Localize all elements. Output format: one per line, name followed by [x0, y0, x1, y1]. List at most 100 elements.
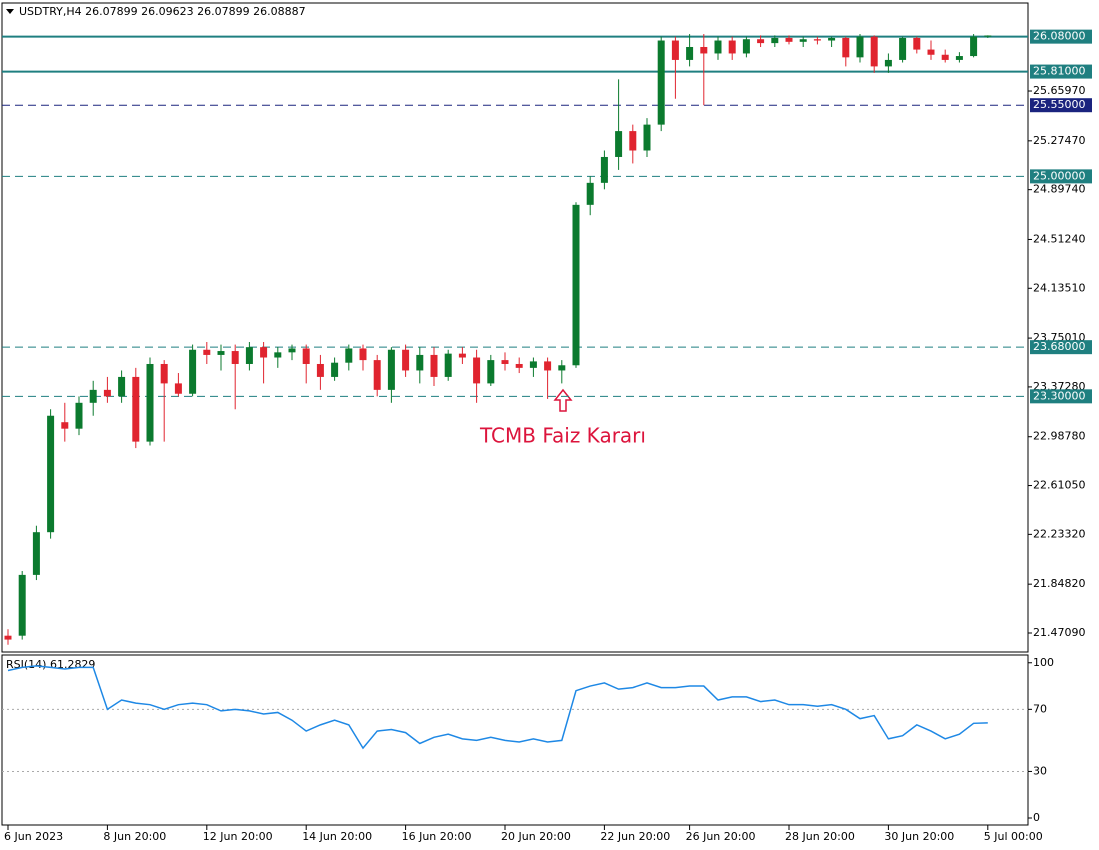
candle-body	[515, 363, 523, 368]
candle-body	[686, 46, 694, 60]
x-tick-label: 6 Jun 2023	[4, 830, 63, 843]
candle-body	[387, 349, 395, 390]
candle-body	[160, 363, 168, 384]
candle-body	[402, 349, 410, 371]
candle-body	[458, 353, 466, 358]
candle-body	[643, 124, 651, 151]
candle-body	[785, 37, 793, 42]
candle-body	[274, 352, 282, 358]
candle-body	[75, 402, 83, 429]
candle-body	[600, 156, 608, 183]
candle-body	[544, 361, 552, 371]
x-tick-label: 16 Jun 20:00	[402, 830, 472, 843]
y-tick-label: 25.27470	[1033, 134, 1086, 147]
y-tick-label: 100	[1033, 656, 1054, 669]
candle-body	[984, 35, 992, 37]
x-tick-label: 22 Jun 20:00	[600, 830, 670, 843]
candle-body	[828, 37, 836, 41]
level-label-box	[1030, 29, 1092, 44]
y-tick-label: 22.23320	[1033, 527, 1086, 540]
candle-body	[345, 348, 353, 363]
candle-body	[132, 376, 140, 442]
candle-body	[572, 204, 580, 366]
y-tick-label: 0	[1033, 811, 1040, 824]
candle-body	[487, 360, 495, 384]
candle-body	[558, 365, 566, 371]
x-tick-label: 5 Jul 00:00	[984, 830, 1043, 843]
candle-body	[103, 389, 111, 397]
candle-body	[174, 383, 182, 394]
candle-body	[118, 376, 126, 397]
chart-header: USDTRY,H4 26.07899 26.09623 26.07899 26.…	[19, 5, 306, 18]
candle-body	[61, 422, 69, 429]
level-label-box	[1030, 98, 1092, 113]
level-label-box	[1030, 340, 1092, 355]
candle-body	[629, 131, 637, 151]
x-tick-label: 12 Jun 20:00	[203, 830, 273, 843]
candle-body	[615, 131, 623, 157]
rsi-title: RSI(14) 61.2829	[6, 658, 95, 671]
candle-body	[671, 40, 679, 60]
candle-body	[373, 360, 381, 390]
y-tick-label: 22.61050	[1033, 479, 1086, 492]
candle-body	[799, 39, 807, 42]
candle-body	[813, 39, 821, 41]
y-tick-label: 24.13510	[1033, 281, 1086, 294]
level-label-box	[1030, 169, 1092, 184]
x-tick-label: 30 Jun 20:00	[884, 830, 954, 843]
candle-body	[970, 36, 978, 57]
candle-body	[700, 46, 708, 54]
rsi-panel	[1, 654, 1029, 826]
y-tick-label: 70	[1033, 702, 1047, 715]
candle-body	[316, 363, 324, 377]
candle-body	[899, 37, 907, 60]
candle-body	[941, 54, 949, 60]
menu-triangle[interactable]	[6, 9, 14, 14]
level-label-box	[1030, 389, 1092, 404]
candle-body	[89, 389, 97, 403]
candle-body	[728, 40, 736, 54]
y-tick-label: 24.89740	[1033, 183, 1086, 196]
y-tick-label: 21.47090	[1033, 626, 1086, 639]
candle-body	[856, 36, 864, 58]
candle-body	[47, 415, 55, 533]
x-tick-label: 26 Jun 20:00	[686, 830, 756, 843]
candle-body	[260, 347, 268, 358]
candle-body	[203, 349, 211, 355]
y-tick-label: 21.84820	[1033, 577, 1086, 590]
candle-body	[714, 40, 722, 54]
candle-body	[217, 351, 225, 355]
candle-body	[231, 351, 239, 364]
level-label: 25.81000	[1033, 65, 1086, 78]
price-panel	[1, 2, 1029, 653]
candle-body	[842, 37, 850, 58]
x-tick-label: 8 Jun 20:00	[103, 830, 166, 843]
candle-body	[913, 37, 921, 50]
candle-body	[18, 574, 26, 636]
x-tick-label: 28 Jun 20:00	[785, 830, 855, 843]
candle-body	[4, 635, 12, 640]
x-tick-label: 20 Jun 20:00	[501, 830, 571, 843]
level-label: 25.00000	[1033, 169, 1086, 182]
candle-body	[870, 36, 878, 67]
candle-body	[245, 347, 253, 364]
candle-body	[331, 362, 339, 377]
candle-body	[416, 354, 424, 371]
rsi-line	[7, 665, 988, 750]
candle-body	[927, 49, 935, 55]
candle-body	[757, 39, 765, 44]
candle-body	[189, 349, 197, 394]
candle-body	[586, 182, 594, 205]
candle-body	[302, 348, 310, 364]
level-label: 25.55000	[1033, 98, 1086, 111]
level-label: 26.08000	[1033, 30, 1086, 43]
candle-body	[444, 353, 452, 377]
level-label-box	[1030, 64, 1092, 79]
candle-body	[657, 40, 665, 125]
y-tick-label: 24.51240	[1033, 232, 1086, 245]
y-tick-label: 30	[1033, 764, 1047, 777]
y-tick-label: 25.65970	[1033, 84, 1086, 97]
candle-body	[288, 348, 296, 353]
